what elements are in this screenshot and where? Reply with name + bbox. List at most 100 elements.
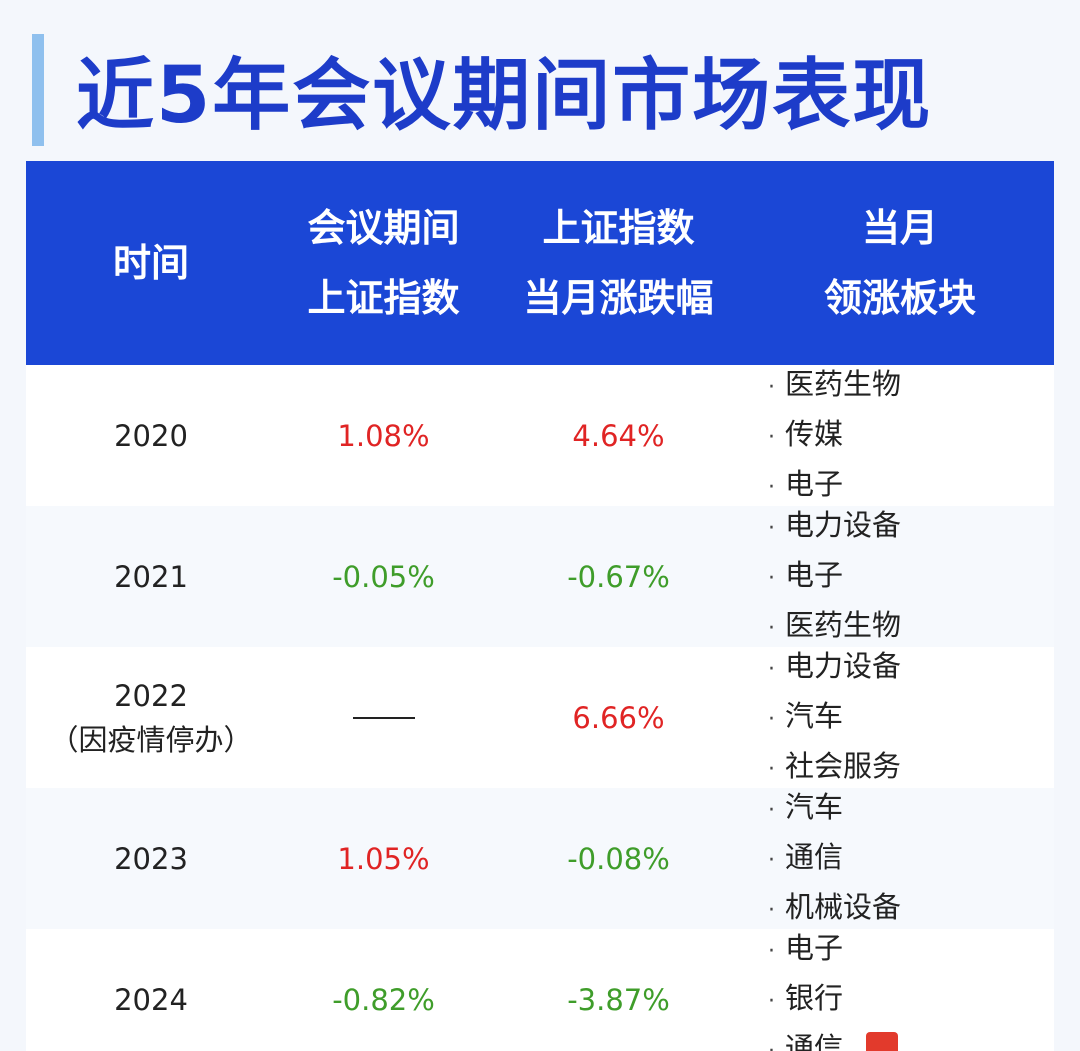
bullet: · — [768, 1038, 775, 1051]
sector-name: 医药生物 — [785, 366, 902, 401]
title-accent-bar — [32, 34, 44, 146]
watermark-logo-icon — [866, 1032, 898, 1051]
cell-leading-sectors: · 汽车 · 通信 · 机械设备 — [768, 788, 901, 929]
header-month-change-line2: 当月涨跌幅 — [523, 276, 714, 320]
meeting-change-value: 1.05% — [337, 841, 430, 876]
sector-item: · 通信 — [768, 1025, 843, 1051]
sector-item: · 汽车 — [768, 784, 901, 834]
header-leading-sectors: 当月 领涨板块 — [746, 161, 1054, 365]
bullet: · — [768, 797, 775, 823]
cell-year: 2020 — [26, 365, 276, 506]
bullet: · — [768, 756, 775, 782]
cell-leading-sectors: · 电力设备 · 汽车 · 社会服务 — [768, 647, 901, 788]
sector-item: · 传媒 — [768, 411, 901, 461]
cell-month-change: -3.87% — [491, 929, 746, 1051]
sector-name: 银行 — [785, 980, 844, 1015]
month-change-value: 6.66% — [572, 700, 665, 735]
cell-year: 2022 （因疫情停办） — [26, 647, 276, 788]
bullet: · — [768, 565, 775, 591]
sector-item: · 银行 — [768, 975, 843, 1025]
sector-item: · 电子 — [768, 461, 901, 511]
sector-name: 电力设备 — [785, 648, 902, 683]
header-meeting-change: 会议期间 上证指数 — [276, 161, 491, 365]
cell-month-change: 4.64% — [491, 365, 746, 506]
sector-item: · 医药生物 — [768, 361, 901, 411]
sector-name: 机械设备 — [785, 889, 902, 924]
table-row: 2021 -0.05% -0.67% · 电力设备 · 电子 · 医药生物 — [26, 506, 1054, 647]
cell-meeting-change: 1.08% — [276, 365, 491, 506]
cell-year: 2021 — [26, 506, 276, 647]
header-time-label: 时间 — [112, 241, 189, 285]
cell-leading-sectors: · 电力设备 · 电子 · 医药生物 — [768, 506, 901, 647]
cell-meeting-change: -0.82% — [276, 929, 491, 1051]
bullet: · — [768, 988, 775, 1014]
sector-item: · 电力设备 — [768, 643, 901, 693]
table-row: 2024 -0.82% -3.87% · 电子 · 银行 · 通信 — [26, 929, 1054, 1051]
year-label: 2023 — [114, 841, 188, 876]
cell-month-change: -0.67% — [491, 506, 746, 647]
header-month-change: 上证指数 当月涨跌幅 — [491, 161, 746, 365]
meeting-change-value: 1.08% — [337, 418, 430, 453]
market-table: 时间 会议期间 上证指数 上证指数 当月涨跌幅 当月 领涨板块 2020 1.08… — [26, 161, 1054, 1051]
sector-item: · 通信 — [768, 834, 901, 884]
table-row: 2020 1.08% 4.64% · 医药生物 · 传媒 · 电子 — [26, 365, 1054, 506]
year-label: 2020 — [114, 418, 188, 453]
sector-name: 电子 — [785, 466, 844, 501]
month-change-value: -3.87% — [567, 982, 670, 1017]
header-leading-sectors-line2: 领涨板块 — [823, 276, 976, 320]
cell-meeting-change: 1.05% — [276, 788, 491, 929]
sector-name: 汽车 — [785, 698, 844, 733]
sector-name: 传媒 — [785, 416, 844, 451]
bullet: · — [768, 938, 775, 964]
year-label: 2021 — [114, 559, 188, 594]
bullet: · — [768, 847, 775, 873]
cell-meeting-change: -0.05% — [276, 506, 491, 647]
sector-name: 通信 — [785, 1030, 844, 1051]
bullet: · — [768, 706, 775, 732]
cell-month-change: -0.08% — [491, 788, 746, 929]
bullet: · — [768, 515, 775, 541]
table-header: 时间 会议期间 上证指数 上证指数 当月涨跌幅 当月 领涨板块 — [26, 161, 1054, 365]
meeting-change-value: -0.05% — [332, 559, 435, 594]
table-row: 2022 （因疫情停办） 6.66% · 电力设备 · 汽车 · 社会服务 — [26, 647, 1054, 788]
cell-leading-sectors: · 医药生物 · 传媒 · 电子 — [768, 365, 901, 506]
sector-name: 电力设备 — [785, 507, 902, 542]
cell-leading-sectors: · 电子 · 银行 · 通信 — [768, 929, 843, 1051]
cell-month-change: 6.66% — [491, 647, 746, 788]
header-leading-sectors-line1: 当月 — [861, 206, 938, 250]
month-change-value: -0.08% — [567, 841, 670, 876]
sector-item: · 机械设备 — [768, 884, 901, 934]
cell-year: 2023 — [26, 788, 276, 929]
bullet: · — [768, 897, 775, 923]
header-time: 时间 — [26, 161, 276, 365]
sector-item: · 社会服务 — [768, 743, 901, 793]
month-change-value: -0.67% — [567, 559, 670, 594]
sector-item: · 电子 — [768, 925, 843, 975]
year-label: 2022 — [114, 678, 188, 713]
sector-name: 电子 — [785, 557, 844, 592]
bullet: · — [768, 656, 775, 682]
sector-name: 医药生物 — [785, 607, 902, 642]
sector-item: · 电子 — [768, 552, 901, 602]
meeting-change-value: -0.82% — [332, 982, 435, 1017]
year-note: （因疫情停办） — [49, 722, 253, 757]
cell-meeting-change — [276, 647, 491, 788]
year-label: 2024 — [114, 982, 188, 1017]
cell-year: 2024 — [26, 929, 276, 1051]
sector-item: · 汽车 — [768, 693, 901, 743]
page-title: 近5年会议期间市场表现 — [76, 51, 933, 141]
bullet: · — [768, 424, 775, 450]
sector-item: · 医药生物 — [768, 602, 901, 652]
header-meeting-change-line2: 上证指数 — [307, 276, 460, 320]
no-data-dash — [352, 716, 415, 719]
sector-item: · 电力设备 — [768, 502, 901, 552]
header-month-change-line1: 上证指数 — [542, 206, 695, 250]
table-row: 2023 1.05% -0.08% · 汽车 · 通信 · 机械设备 — [26, 788, 1054, 929]
sector-name: 电子 — [785, 930, 844, 965]
bullet: · — [768, 374, 775, 400]
sector-name: 汽车 — [785, 789, 844, 824]
bullet: · — [768, 615, 775, 641]
sector-name: 社会服务 — [785, 748, 902, 783]
sector-name: 通信 — [785, 839, 844, 874]
